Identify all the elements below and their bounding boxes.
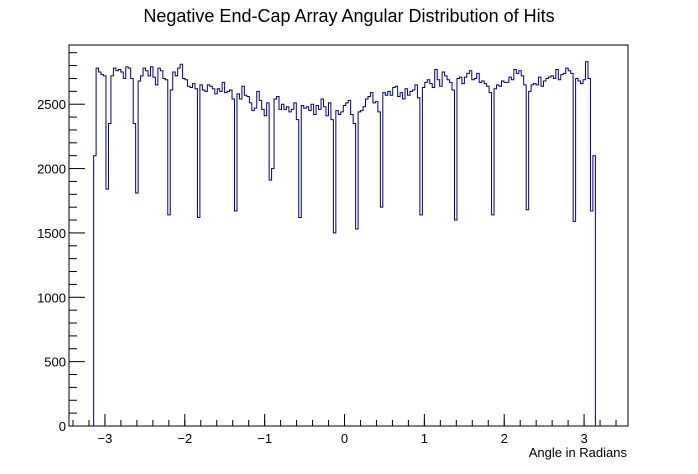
x-tick-label: −3 [98,431,113,446]
y-tick-label: 1000 [37,290,66,305]
plot-frame [68,44,629,427]
x-tick-label: 1 [421,431,428,446]
y-axis-ticks: 0 500 1000 1500 2000 2500 [37,97,85,434]
chart-title: Negative End-Cap Array Angular Distribut… [143,6,555,26]
x-axis-ticks: −3 −2 −1 0 1 2 3 [98,414,588,446]
y-tick-label: 1500 [37,226,66,241]
y-tick-label: 0 [59,419,66,434]
y-tick-label: 2500 [37,97,66,112]
x-tick-label: 3 [580,431,587,446]
x-axis-label: Angle in Radians [529,445,628,460]
x-tick-label: −2 [177,431,192,446]
x-tick-label: 2 [501,431,508,446]
histogram-series-line [93,61,596,426]
x-tick-label: −1 [257,431,272,446]
y-tick-label: 2000 [37,162,66,177]
y-tick-label: 500 [44,355,66,370]
y-minor-ticks [69,52,77,414]
x-tick-label: 0 [341,431,348,446]
